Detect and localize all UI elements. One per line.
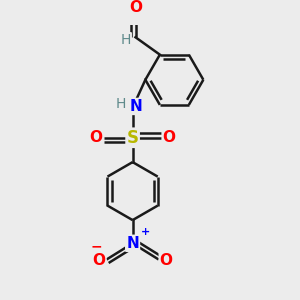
Text: N: N <box>130 99 142 114</box>
Text: O: O <box>90 130 103 145</box>
Text: H: H <box>116 97 126 111</box>
Text: H: H <box>121 33 131 47</box>
Text: O: O <box>160 253 173 268</box>
Text: N: N <box>126 236 139 251</box>
Text: −: − <box>90 240 102 254</box>
Text: S: S <box>127 129 139 147</box>
Text: O: O <box>163 130 176 145</box>
Text: O: O <box>129 0 142 15</box>
Text: +: + <box>141 227 150 237</box>
Text: O: O <box>92 253 106 268</box>
